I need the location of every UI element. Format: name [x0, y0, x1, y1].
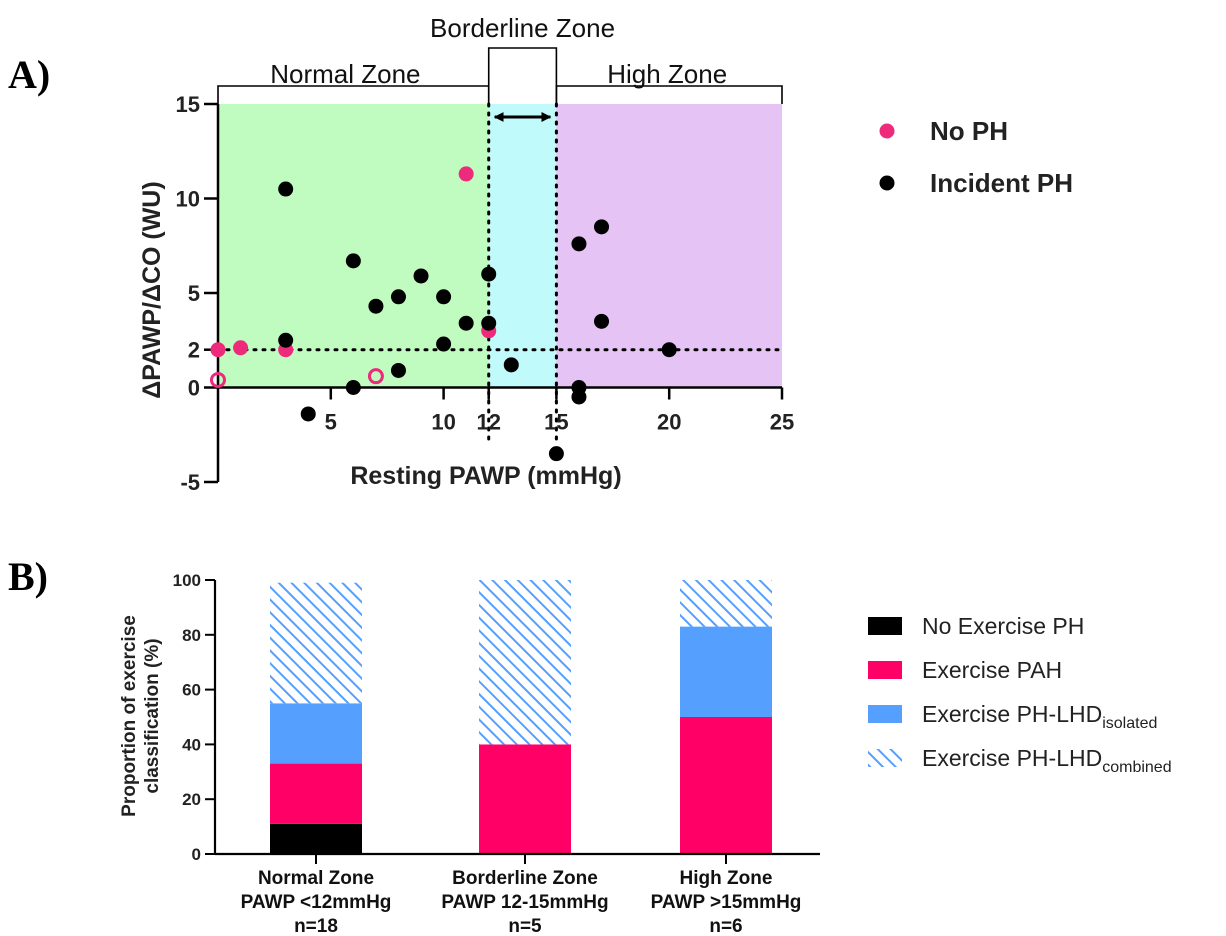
point-no-ph [233, 340, 249, 356]
zone-backgrounds [218, 104, 782, 388]
y-tick-label-b: 20 [182, 790, 201, 809]
y-axis-title-b-line: Proportion of exercise [119, 615, 140, 817]
point-incident-ph [278, 332, 294, 348]
point-incident-ph [278, 181, 294, 197]
point-incident-ph [436, 289, 452, 305]
legend-marker-no-ph [879, 123, 895, 139]
category-label-borderline-zone: Borderline Zone [452, 868, 598, 889]
y-tick-label-b: 60 [182, 681, 201, 700]
y-tick-label-a: 0 [188, 376, 200, 401]
zone-brackets: Normal Zone Borderline Zone High Zone [217, 13, 783, 122]
reference-lines [216, 102, 784, 444]
zone-borderline-zone [488, 104, 557, 388]
legend-swatch-no-exercise-ph [868, 617, 902, 635]
bar-high-zone-exercise-pah [680, 717, 772, 854]
point-incident-ph [345, 380, 361, 395]
point-incident-ph [300, 406, 316, 422]
category-label-high-zone: PAWP >15mmHg [651, 892, 802, 913]
legend-b: No Exercise PH Exercise PAH Exercise PH-LH… [868, 613, 1172, 776]
category-label-high-zone: High Zone [680, 868, 773, 889]
bar-high-zone-exercise-ph-lhdisolated [680, 626, 772, 717]
legend-label-no-exercise-ph: No Exercise PH [922, 613, 1084, 639]
point-incident-ph [594, 313, 610, 329]
y-axis-title-a: ΔPAWP/ΔCO (WU) [138, 181, 166, 398]
category-label-normal-zone: Normal Zone [258, 868, 374, 889]
point-incident-ph [390, 362, 406, 378]
bar-normal-zone-exercise-pah [270, 763, 362, 824]
category-label-borderline-zone: n=5 [508, 916, 542, 936]
chart-a: Normal Zone Borderline Zone High Zone -5 0 2… [138, 13, 1073, 495]
legend-label-incident-ph: Incident PH [930, 168, 1073, 198]
zone-label-normal: Normal Zone [270, 59, 420, 89]
y-axis-title-b-line: classification (%) [142, 638, 163, 793]
y-tick-label-b: 80 [182, 626, 201, 645]
point-no-ph-open [367, 368, 384, 385]
axes-b: 0 20 40 60 80 100 Normal Zone PAWP <12mmHg n=18 B… [173, 571, 820, 936]
stacked-bars [270, 580, 772, 854]
point-no-ph-open [210, 371, 226, 388]
y-tick-label-a: 15 [176, 92, 200, 117]
y-tick-label-b: 0 [192, 845, 201, 864]
category-label-high-zone: n=6 [709, 916, 742, 936]
category-label-normal-zone: n=18 [294, 916, 338, 936]
zone-label-high: High Zone [607, 59, 727, 89]
legend-label-exercise-pah: Exercise PAH [922, 657, 1062, 683]
bar-borderline-zone-exercise-pah [479, 744, 571, 854]
point-incident-ph [436, 336, 452, 352]
point-incident-ph [571, 236, 587, 252]
point-incident-ph [571, 389, 587, 405]
legend-swatch-exercise-ph-lhdcombined [868, 749, 902, 767]
bar-high-zone-exercise-ph-lhdcombined [680, 580, 772, 627]
bar-normal-zone-exercise-ph-lhdisolated [270, 703, 362, 764]
category-label-normal-zone: PAWP <12mmHg [241, 892, 392, 913]
legend-label-exercise-ph-lhdcombined: Exercise PH-LHDcombined [922, 745, 1172, 776]
y-tick-label-a: -5 [180, 470, 200, 495]
bar-normal-zone-no-exercise-ph [270, 823, 362, 854]
x-tick-label-a: 20 [657, 410, 681, 435]
zone-label-borderline: Borderline Zone [430, 13, 615, 43]
point-incident-ph [661, 342, 677, 358]
legend-swatch-exercise-ph-lhdisolated [868, 705, 902, 723]
point-incident-ph [548, 446, 564, 462]
chart-b: 0 20 40 60 80 100 Normal Zone PAWP <12mmHg n=18 B… [119, 571, 1172, 936]
x-axis-title-a: Resting PAWP (mmHg) [350, 462, 621, 490]
bar-borderline-zone-exercise-ph-lhdcombined [479, 580, 571, 745]
point-incident-ph [481, 315, 497, 331]
y-axis-title-b: Proportion of exercise classification (%) [119, 615, 163, 817]
point-no-ph [210, 342, 226, 358]
legend-label-exercise-ph-lhdisolated: Exercise PH-LHDisolated [922, 701, 1157, 732]
point-no-ph [458, 166, 474, 182]
bracket-borderline-zone [487, 47, 558, 104]
y-tick-label-a: 10 [176, 187, 200, 212]
scatter-points [210, 166, 677, 462]
x-tick-label-a: 15 [544, 410, 568, 435]
y-tick-label-b: 40 [182, 735, 201, 754]
x-tick-label-a: 12 [476, 410, 500, 435]
category-label-borderline-zone: PAWP 12-15mmHg [441, 892, 608, 913]
point-incident-ph [458, 315, 474, 331]
y-tick-label-a: 2 [188, 338, 200, 363]
legend-a: No PH Incident PH [879, 116, 1073, 198]
x-tick-label-a: 25 [770, 410, 794, 435]
x-tick-label-a: 10 [431, 410, 455, 435]
point-incident-ph [345, 253, 361, 269]
panel-label-a: A) [8, 52, 50, 97]
point-incident-ph [413, 268, 429, 284]
legend-label-no-ph: No PH [930, 116, 1008, 146]
x-tick-label-a: 5 [325, 410, 337, 435]
y-tick-label-a: 5 [188, 281, 200, 306]
point-incident-ph [368, 298, 384, 314]
point-incident-ph [594, 219, 610, 235]
point-incident-ph [503, 357, 519, 373]
point-incident-ph [481, 266, 497, 282]
legend-marker-incident-ph [879, 175, 895, 191]
legend-swatch-exercise-pah [868, 661, 902, 679]
panel-label-b: B) [8, 554, 48, 599]
point-incident-ph [390, 289, 406, 305]
y-tick-label-b: 100 [173, 571, 201, 590]
bar-normal-zone-exercise-ph-lhdcombined [270, 582, 362, 704]
zone-high-zone [556, 104, 782, 388]
